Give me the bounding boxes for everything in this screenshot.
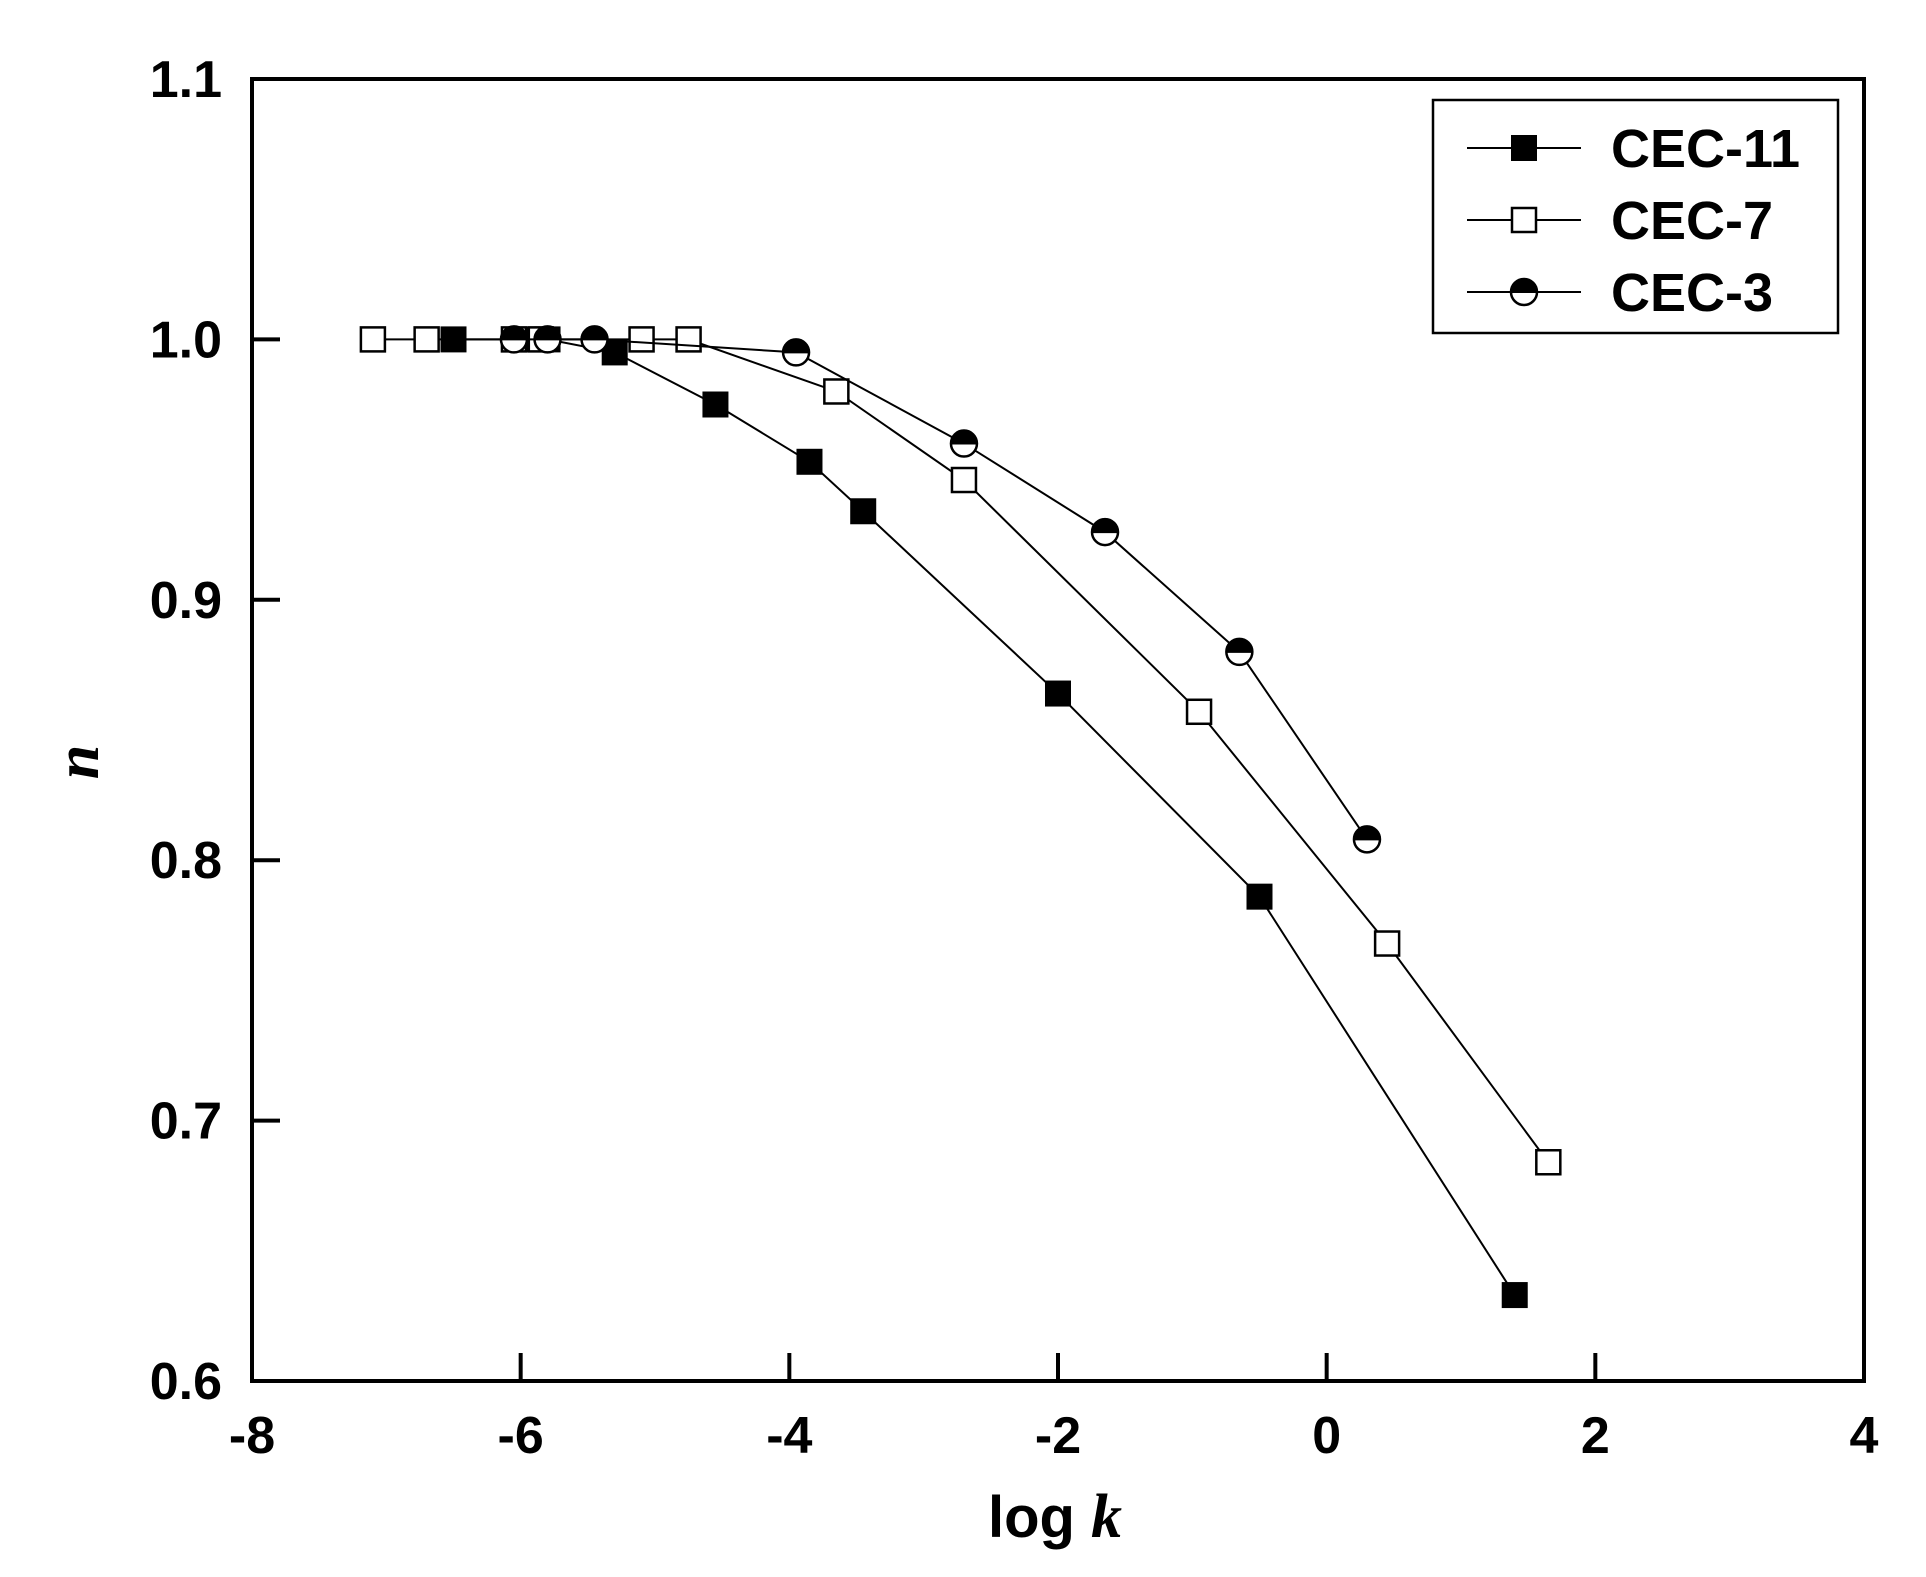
data-point-cec-7 bbox=[628, 326, 655, 353]
data-point-cec-3 bbox=[533, 325, 562, 354]
series-cec-11 bbox=[440, 326, 1528, 1309]
x-axis-title: log k bbox=[988, 1483, 1122, 1551]
data-point-cec-3 bbox=[1352, 825, 1382, 854]
legend-box bbox=[1431, 98, 1840, 335]
x-axis-title-italic: k bbox=[1091, 1483, 1122, 1551]
data-point-cec-7 bbox=[823, 378, 850, 405]
legend-label: CEC-3 bbox=[1611, 263, 1773, 323]
data-point-cec-11 bbox=[1246, 883, 1273, 910]
series-cec-3 bbox=[499, 325, 1382, 854]
data-point-cec-11 bbox=[1045, 680, 1071, 707]
x-axis-title-main: log bbox=[988, 1485, 1091, 1550]
data-point-cec-11 bbox=[796, 448, 823, 475]
data-point-cec-11 bbox=[850, 498, 877, 525]
data-point-cec-7 bbox=[1373, 930, 1401, 957]
x-tick-label: -2 bbox=[1035, 1407, 1081, 1465]
data-point-cec-11 bbox=[702, 391, 729, 418]
axes: -8 -6 -4 -2 0 2 4 0.6 0.7 0.8 0.9 1.0 1.1 bbox=[150, 51, 1879, 1465]
y-tick-label: 0.7 bbox=[150, 1093, 222, 1151]
y-tick-label: 0.8 bbox=[150, 832, 222, 890]
y-tick-label: 1.0 bbox=[150, 311, 222, 369]
y-tick-label: 0.6 bbox=[150, 1353, 222, 1411]
series-line-cec-3 bbox=[513, 338, 1368, 840]
data-point-cec-11 bbox=[1501, 1282, 1528, 1309]
legend-marker bbox=[1511, 135, 1537, 161]
legend-label: CEC-11 bbox=[1611, 119, 1800, 179]
legend-marker bbox=[1509, 277, 1539, 307]
data-point-cec-7 bbox=[359, 326, 387, 353]
legend-item: CEC-11 bbox=[1467, 119, 1800, 179]
x-tick-label: -8 bbox=[229, 1407, 275, 1465]
series-line-cec-11 bbox=[453, 338, 1516, 1296]
data-point-cec-7 bbox=[1535, 1149, 1562, 1176]
data-point-cec-3 bbox=[499, 325, 529, 354]
x-tick-label: -6 bbox=[498, 1407, 544, 1465]
legend: CEC-11 CEC-7 CEC-3 bbox=[1431, 98, 1840, 335]
x-tick-label: -4 bbox=[766, 1407, 812, 1465]
series-line-cec-7 bbox=[372, 338, 1550, 1163]
data-point-cec-3 bbox=[1090, 517, 1120, 547]
legend-item: CEC-3 bbox=[1467, 263, 1773, 323]
data-point-cec-3 bbox=[1225, 637, 1254, 667]
data-point-cec-7 bbox=[1185, 698, 1213, 726]
x-tick-label: 4 bbox=[1850, 1407, 1879, 1465]
y-tick-label: 1.1 bbox=[150, 51, 222, 109]
x-tick-label: 2 bbox=[1581, 1407, 1610, 1465]
y-axis-title: n bbox=[44, 745, 112, 779]
data-point-cec-7 bbox=[675, 326, 702, 353]
series-layer bbox=[359, 325, 1562, 1309]
legend-item: CEC-7 bbox=[1467, 191, 1773, 251]
data-point-cec-7 bbox=[413, 326, 440, 353]
data-point-cec-3 bbox=[781, 338, 811, 367]
legend-marker bbox=[1510, 206, 1538, 234]
data-point-cec-7 bbox=[950, 466, 978, 494]
x-tick-label: 0 bbox=[1312, 1407, 1341, 1465]
y-tick-label: 0.9 bbox=[150, 572, 222, 630]
data-point-cec-3 bbox=[580, 325, 609, 354]
legend-label: CEC-7 bbox=[1611, 191, 1773, 251]
data-point-cec-3 bbox=[949, 429, 979, 458]
